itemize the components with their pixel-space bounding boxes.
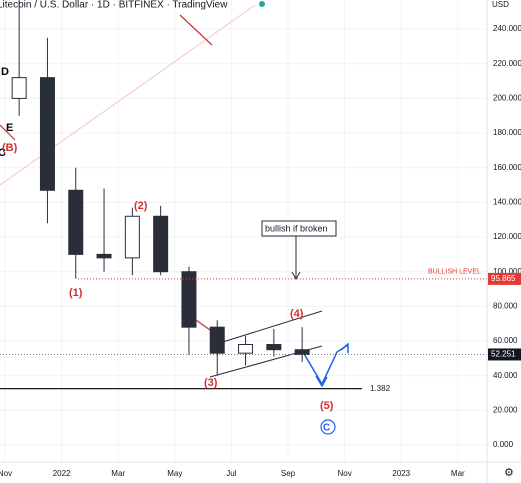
x-tick-label: Nov	[337, 469, 351, 478]
candle-body	[11, 77, 27, 99]
wave-label: C	[323, 423, 330, 434]
candle-body	[181, 271, 197, 328]
wave-label: (3)	[204, 377, 218, 389]
y-tick-label: 120.000	[493, 232, 521, 241]
candle-body	[96, 253, 112, 259]
settings-icon[interactable]: ⚙	[504, 467, 514, 479]
wave-label: (4)	[290, 308, 304, 320]
price-tag	[488, 272, 521, 285]
x-tick-label: Mar	[111, 469, 125, 478]
level-label: BULLISH LEVEL	[428, 269, 481, 276]
arrow-head	[340, 342, 349, 353]
y-tick-label: 220.000	[493, 59, 521, 68]
channel-line	[209, 310, 323, 347]
y-tick-label: 180.000	[493, 128, 521, 137]
candle-body	[39, 77, 55, 191]
x-tick-label: Nov	[0, 469, 12, 478]
trend-line	[0, 124, 16, 141]
status-dot	[259, 1, 265, 7]
wave-label: C	[0, 147, 6, 159]
candle-body	[294, 349, 310, 355]
price-tag-label: 95.865	[491, 274, 516, 283]
wave-label: bullish if broken	[265, 223, 328, 233]
callout-box	[261, 220, 337, 237]
candle-body	[124, 215, 140, 259]
candle-body	[238, 344, 254, 354]
wave-label: D	[1, 66, 9, 78]
x-tick-label: Mar	[451, 469, 465, 478]
y-tick-label: 40.000	[493, 371, 518, 380]
wave-label: (1)	[69, 287, 83, 299]
wave-label: (5)	[320, 400, 334, 412]
x-tick-label: 2023	[392, 469, 410, 478]
price-tag	[488, 348, 521, 361]
wave-label: (B)	[2, 142, 18, 154]
x-tick-label: Jul	[226, 469, 236, 478]
x-tick-label: May	[167, 469, 182, 478]
wave-label: (2)	[134, 200, 148, 212]
trend-line	[179, 14, 213, 46]
wave-label: E	[6, 122, 13, 134]
candle-body	[68, 189, 84, 255]
x-tick-label: 2022	[53, 469, 71, 478]
price-tag-label: 52.251	[491, 350, 516, 359]
candle-body	[266, 344, 282, 351]
level-label: 1.382	[370, 384, 391, 393]
y-tick-label: 0.000	[493, 440, 514, 449]
chart-title: Litecoin / U.S. Dollar · 1D · BITFINEX ·…	[0, 0, 228, 11]
y-tick-label: 20.000	[493, 405, 518, 414]
y-tick-label: 140.000	[493, 198, 521, 207]
y-tick-label: 60.000	[493, 336, 518, 345]
circle-marker	[320, 419, 336, 435]
candle-body	[209, 326, 225, 354]
arrow-head	[291, 271, 301, 281]
currency-label: USD	[492, 0, 509, 9]
y-tick-label: 100.000	[493, 267, 521, 276]
arrow-head	[315, 375, 328, 388]
y-tick-label: 160.000	[493, 163, 521, 172]
y-tick-label: 240.000	[493, 24, 521, 33]
x-tick-label: Sep	[281, 469, 296, 478]
candle-body	[153, 215, 169, 273]
y-tick-label: 200.000	[493, 94, 521, 103]
plot-area	[0, 0, 487, 435]
y-tick-label: 80.000	[493, 301, 518, 310]
